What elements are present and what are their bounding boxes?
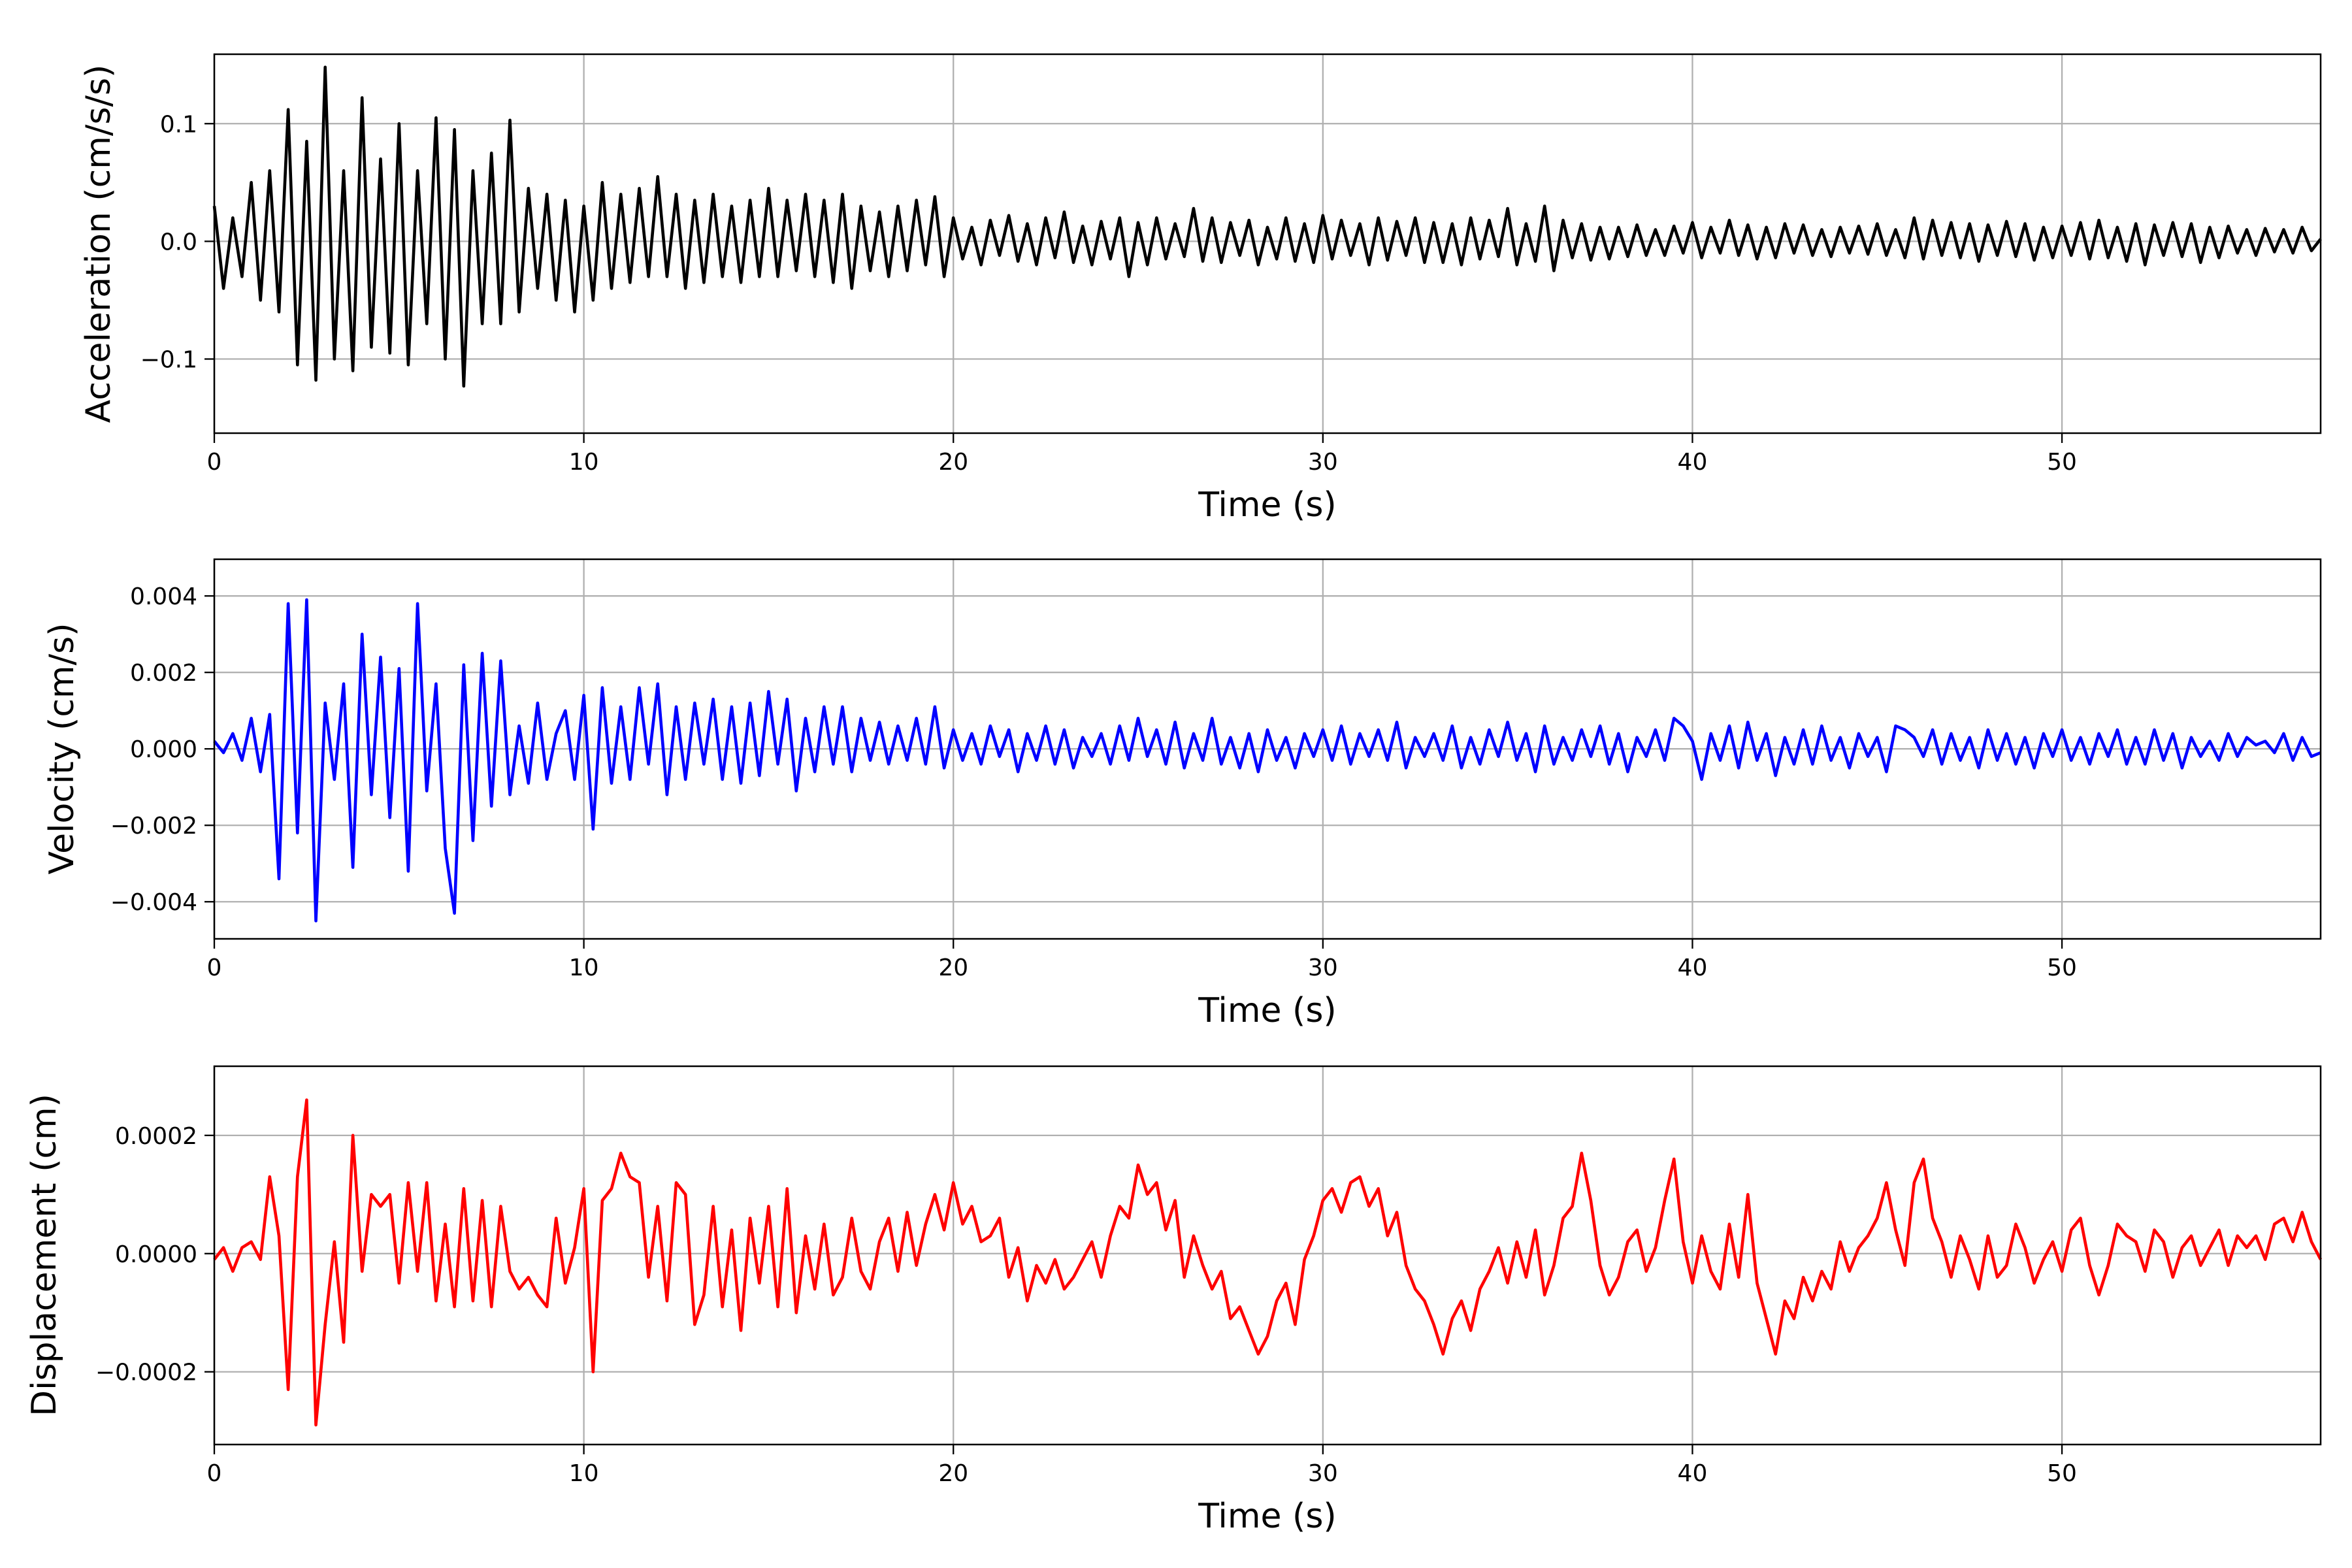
- y-tick-label: −0.0002: [95, 1360, 197, 1386]
- x-axis-label: Time (s): [1198, 1497, 1336, 1536]
- x-axis-label: Time (s): [1198, 485, 1336, 525]
- axes-frame: [213, 53, 2322, 434]
- x-tick-label: 30: [1308, 449, 1338, 476]
- acceleration-subplot: Acceleration (cm/s/s) Time (s) 0 10 20 30 40…: [79, 53, 2322, 525]
- x-axis-label: Time (s): [1198, 991, 1336, 1030]
- x-tick-label: 50: [2047, 955, 2077, 981]
- y-tick-label: −0.004: [110, 889, 197, 916]
- y-axis-label: Acceleration (cm/s/s): [79, 65, 118, 423]
- x-tick-label: 40: [1678, 1460, 1708, 1487]
- x-tick-label: 0: [207, 955, 222, 981]
- x-tick-label: 10: [569, 449, 599, 476]
- x-tick-label: 20: [938, 955, 968, 981]
- y-tick-label: 0.0: [160, 229, 197, 255]
- displacement-series-line: [213, 1098, 2323, 1427]
- x-tick-label: 10: [569, 955, 599, 981]
- y-tick-label: 0.0000: [115, 1241, 197, 1268]
- velocity-subplot: Velocity (cm/s) Time (s) 0 10 20 30 40 50 −0.0…: [42, 558, 2322, 1030]
- y-tick-label: 0.004: [130, 583, 197, 610]
- x-tick-label: 20: [938, 449, 968, 476]
- x-tick-label: 20: [938, 1460, 968, 1487]
- axes-frame: [213, 1065, 2322, 1446]
- x-tick-label: 50: [2047, 1460, 2077, 1487]
- x-tick-label: 30: [1308, 1460, 1338, 1487]
- x-tick-label: 40: [1678, 955, 1708, 981]
- x-tick-label: 40: [1678, 449, 1708, 476]
- x-tick-label: 30: [1308, 955, 1338, 981]
- y-tick-label: 0.000: [130, 736, 197, 763]
- x-tick-label: 10: [569, 1460, 599, 1487]
- y-tick-label: 0.0002: [115, 1123, 197, 1150]
- acceleration-series-line: [212, 65, 2322, 388]
- x-tick-label: 0: [207, 1460, 222, 1487]
- y-tick-label: 0.002: [130, 660, 197, 687]
- y-axis-label: Displacement (cm): [25, 1094, 64, 1416]
- y-axis-label: Velocity (cm/s): [42, 623, 82, 875]
- y-tick-label: −0.002: [110, 813, 197, 840]
- y-tick-label: −0.1: [140, 347, 197, 374]
- displacement-subplot: Displacement (cm) Time (s) 0 10 20 30 40 50 −0…: [25, 1065, 2323, 1536]
- x-tick-label: 0: [207, 449, 222, 476]
- y-tick-label: 0.1: [160, 111, 197, 138]
- velocity-series-line: [213, 598, 2321, 923]
- x-tick-label: 50: [2047, 449, 2077, 476]
